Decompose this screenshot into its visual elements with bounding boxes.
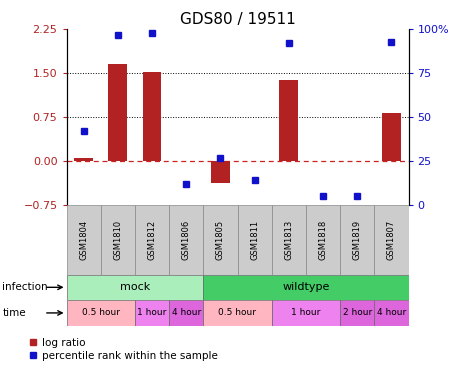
Text: wildtype: wildtype <box>282 282 330 292</box>
Bar <box>74 158 93 161</box>
Text: 0.5 hour: 0.5 hour <box>82 309 120 317</box>
Bar <box>135 300 169 326</box>
Bar <box>66 274 203 300</box>
Bar <box>382 113 401 161</box>
Text: GSM1812: GSM1812 <box>148 220 156 260</box>
Bar <box>142 72 162 161</box>
Bar <box>203 300 272 326</box>
Bar <box>306 205 340 274</box>
Title: GDS80 / 19511: GDS80 / 19511 <box>180 12 295 27</box>
Bar <box>203 205 238 274</box>
Text: GSM1811: GSM1811 <box>250 220 259 260</box>
Text: 2 hour: 2 hour <box>342 309 372 317</box>
Text: GSM1813: GSM1813 <box>285 220 293 260</box>
Text: time: time <box>2 308 26 318</box>
Bar <box>238 205 272 274</box>
Bar <box>340 205 374 274</box>
Bar <box>101 205 135 274</box>
Bar <box>272 205 306 274</box>
Text: GSM1819: GSM1819 <box>353 220 361 260</box>
Text: GSM1804: GSM1804 <box>79 220 88 260</box>
Bar <box>279 80 298 161</box>
Bar <box>203 274 408 300</box>
Bar <box>374 205 408 274</box>
Bar <box>374 300 408 326</box>
Text: 4 hour: 4 hour <box>377 309 406 317</box>
Text: 0.5 hour: 0.5 hour <box>218 309 256 317</box>
Text: GSM1807: GSM1807 <box>387 220 396 260</box>
Legend: log ratio, percentile rank within the sample: log ratio, percentile rank within the sa… <box>29 338 218 361</box>
Text: GSM1818: GSM1818 <box>319 220 327 260</box>
Text: GSM1806: GSM1806 <box>182 220 190 260</box>
Bar <box>108 64 127 161</box>
Bar <box>340 300 374 326</box>
Text: 4 hour: 4 hour <box>171 309 201 317</box>
Text: infection: infection <box>2 282 48 292</box>
Bar <box>272 300 340 326</box>
Text: 1 hour: 1 hour <box>137 309 167 317</box>
Bar <box>169 300 203 326</box>
Bar <box>66 300 135 326</box>
Text: 1 hour: 1 hour <box>291 309 321 317</box>
Bar <box>66 205 101 274</box>
Text: mock: mock <box>120 282 150 292</box>
Text: GSM1810: GSM1810 <box>114 220 122 260</box>
Bar <box>169 205 203 274</box>
Bar <box>211 161 230 183</box>
Text: GSM1805: GSM1805 <box>216 220 225 260</box>
Bar <box>135 205 169 274</box>
